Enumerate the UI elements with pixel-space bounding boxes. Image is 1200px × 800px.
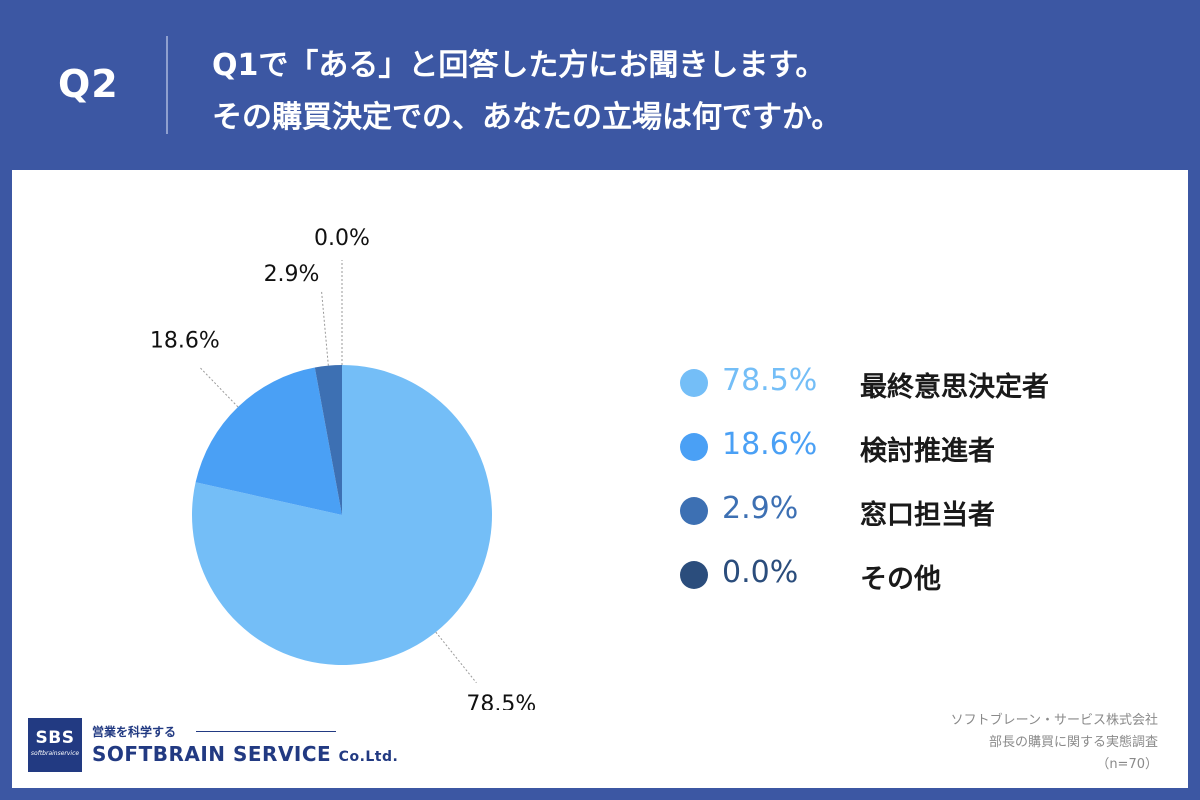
legend-value: 2.9% — [722, 491, 799, 526]
logo-company-name: SOFTBRAIN SERVICE Co.Ltd. — [92, 742, 398, 766]
legend-label: 窓口担当者 — [860, 500, 995, 531]
chart-panel: 78.5% 18.6% 2.9% 0.0% 78.5% 最終意思決定者 18.6% 検… — [12, 170, 1188, 788]
pie-data-label: 2.9% — [264, 262, 320, 287]
pie-chart: 78.5% 18.6% 2.9% 0.0% — [150, 226, 536, 710]
pie-leader-line — [435, 631, 477, 684]
question-text-line-2: その購買決定での、あなたの立場は何ですか。 — [212, 100, 842, 135]
pie-data-label: 18.6% — [150, 328, 220, 353]
legend-value: 0.0% — [722, 555, 799, 590]
legend-value: 78.5% — [722, 363, 818, 398]
logo-mark-text: SBS — [35, 728, 75, 748]
logo-mark: SBS softbrainservice — [28, 718, 82, 772]
pie-leader-line — [321, 290, 329, 366]
pie-leader-line — [199, 366, 239, 408]
legend-label: その他 — [860, 564, 941, 595]
logo-rule — [196, 731, 336, 732]
pie-slice — [195, 367, 342, 515]
question-text-line-1: Q1で「ある」と回答した方にお聞きします。 — [212, 48, 826, 83]
pie-data-label: 78.5% — [466, 692, 536, 710]
legend-swatch-icon — [680, 561, 708, 589]
survey-source: ソフトブレーン・サービス株式会社 部長の購買に関する実態調査 （n=70） — [951, 710, 1158, 776]
logo-company: SOFTBRAIN SERVICE — [92, 742, 332, 766]
legend-swatch-icon — [680, 433, 708, 461]
legend-swatch-icon — [680, 369, 708, 397]
logo-company-suffix: Co.Ltd. — [338, 749, 399, 765]
question-header: Q2 Q1で「ある」と回答した方にお聞きします。 その購買決定での、あなたの立場… — [0, 0, 1200, 170]
company-logo: SBS softbrainservice 営業を科学する SOFTBRAIN S… — [28, 718, 398, 774]
legend-value: 18.6% — [722, 427, 818, 462]
legend-label: 最終意思決定者 — [860, 372, 1049, 403]
logo-mark-subtext: softbrainservice — [30, 750, 80, 757]
source-company: ソフトブレーン・サービス株式会社 — [950, 713, 1158, 728]
question-number: Q2 — [58, 62, 119, 106]
legend-label: 検討推進者 — [860, 436, 995, 467]
logo-tagline: 営業を科学する — [92, 725, 177, 739]
legend-swatch-icon — [680, 497, 708, 525]
source-sample-size: （n=70） — [1096, 757, 1158, 772]
pie-data-label: 0.0% — [314, 226, 370, 251]
pie-slice — [314, 365, 342, 515]
header-divider — [166, 36, 168, 134]
source-survey: 部長の購買に関する実態調査 — [988, 735, 1158, 750]
